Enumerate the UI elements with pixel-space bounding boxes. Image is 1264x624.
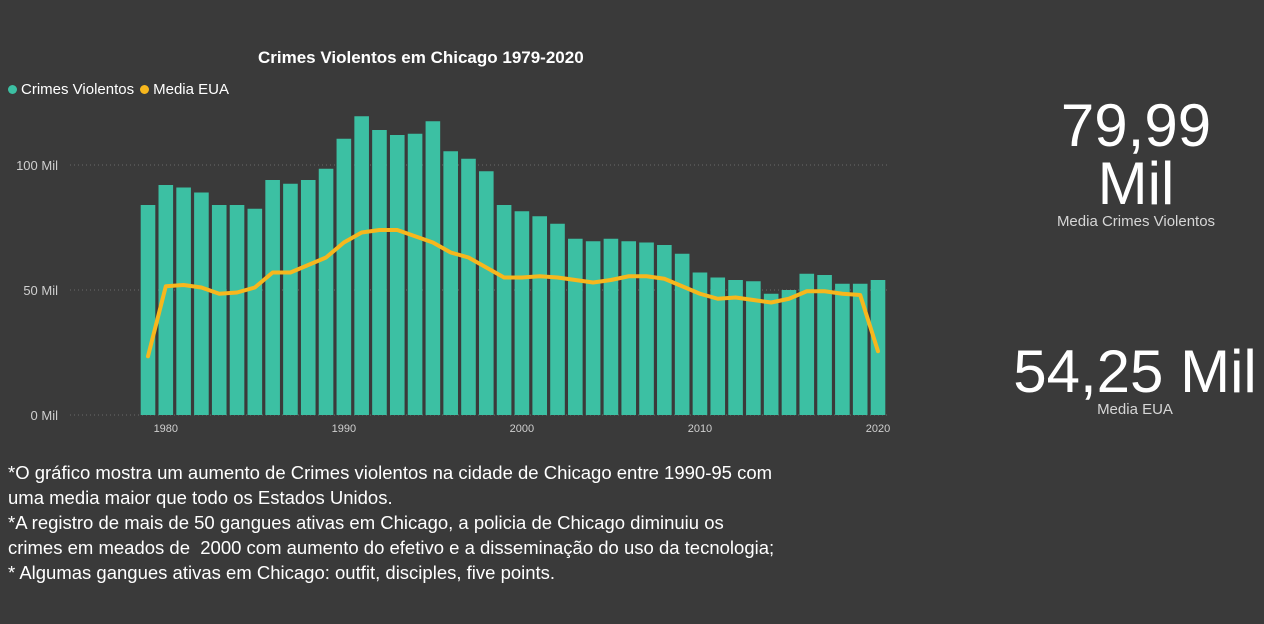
x-tick-label: 2020: [866, 423, 890, 435]
bar: [372, 130, 387, 415]
bar: [229, 205, 245, 415]
bar: [568, 238, 583, 415]
bar: [532, 216, 548, 415]
bar: [603, 238, 619, 415]
kpi-value-media: 54,25 Mil: [1013, 338, 1257, 405]
bar: [140, 205, 156, 415]
legend-marker-media: [140, 85, 150, 94]
bar: [817, 275, 832, 415]
bar: [354, 116, 369, 415]
note-line-4: crimes em meados de 2000 com aumento do …: [8, 537, 775, 558]
bar: [799, 273, 815, 415]
chart-plot: 0 Mil 50 Mil 100 Mil 1980 1990 2000 2010 2020: [16, 116, 890, 435]
bar: [194, 192, 209, 415]
bar: [211, 205, 227, 415]
bar: [176, 187, 191, 415]
series-line-media-eua: [146, 228, 880, 359]
bar: [550, 223, 565, 415]
chart-title: Crimes Violentos em Chicago 1979-2020: [258, 48, 584, 67]
kpi-label-crimes: Media Crimes Violentos: [1056, 213, 1216, 230]
chart-legend: Crimes Violentos Media EUA: [8, 81, 235, 98]
bar: [585, 241, 601, 415]
legend-item-crimes[interactable]: Crimes Violentos: [8, 81, 134, 98]
bar: [692, 272, 708, 415]
kpi-value-crimes-number: 79,99: [1060, 92, 1212, 159]
bar: [425, 121, 441, 415]
bar: [389, 135, 405, 415]
x-tick-label: 2010: [688, 423, 712, 435]
x-tick-label: 2000: [510, 423, 534, 435]
bar: [657, 245, 672, 415]
legend-marker-crimes: [8, 85, 17, 94]
bar: [247, 208, 263, 415]
bar: [283, 183, 298, 415]
kpi-card-crimes: 79,99 Mil Media Crimes Violentos: [1020, 92, 1252, 231]
legend-label-media: Media EUA: [153, 81, 229, 98]
y-tick-label: 50 Mil: [23, 283, 58, 298]
bar: [746, 281, 761, 415]
legend-item-media[interactable]: Media EUA: [140, 81, 229, 98]
bar: [639, 242, 654, 415]
kpi-value-crimes: 79,99 Mil: [1020, 92, 1252, 217]
kpi-value-crimes-unit: Mil: [1097, 150, 1175, 217]
note-line-5: * Algumas gangues ativas em Chicago: out…: [8, 562, 556, 583]
bar: [621, 241, 637, 415]
bar: [514, 211, 530, 415]
y-tick-label: 0 Mil: [31, 408, 59, 423]
kpi-card-media: 54,25 Mil Media EUA: [1010, 338, 1260, 419]
bar: [158, 185, 174, 415]
note-line-1: *O gráfico mostra um aumento de Crimes v…: [8, 462, 773, 483]
legend-label-crimes: Crimes Violentos: [21, 81, 135, 98]
bar: [763, 293, 779, 415]
bar: [407, 133, 423, 415]
bar: [461, 158, 476, 415]
bar: [318, 168, 334, 415]
bar: [478, 171, 494, 415]
bar: [265, 180, 280, 415]
x-tick-label: 1980: [154, 423, 178, 435]
note-line-2: uma media maior que todo os Estados Unid…: [8, 487, 393, 508]
bar: [443, 151, 458, 415]
note-line-3: *A registro de mais de 50 gangues ativas…: [8, 512, 724, 533]
bar: [300, 180, 316, 415]
bar: [674, 253, 690, 415]
bar: [728, 280, 743, 415]
bar: [336, 138, 352, 415]
y-tick-label: 100 Mil: [16, 158, 58, 173]
bar: [710, 277, 726, 415]
bar: [852, 283, 868, 415]
notes-text: *O gráfico mostra um aumento de Crimes v…: [8, 460, 908, 585]
x-tick-label: 1990: [332, 423, 356, 435]
bar: [496, 205, 512, 415]
kpi-label-media: Media EUA: [1097, 401, 1173, 418]
bar: [781, 290, 797, 415]
bar: [835, 283, 850, 415]
